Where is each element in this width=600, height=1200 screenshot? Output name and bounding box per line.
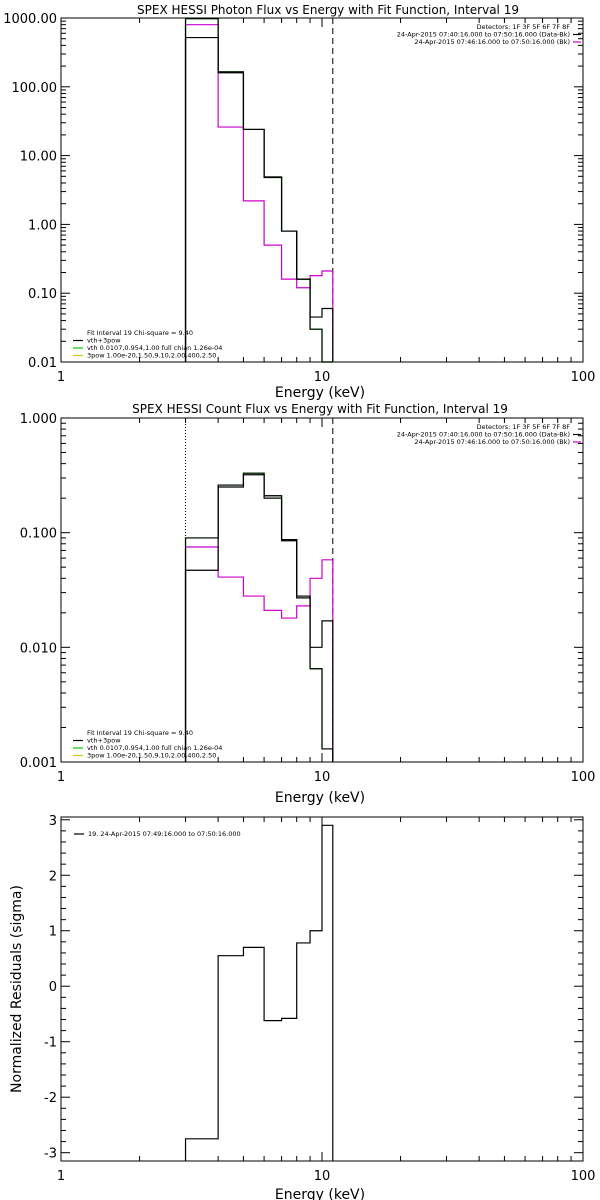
count-flux-panel: SPEX HESSI Count Flux vs Energy with Fit… [20,402,596,806]
y-tick-label: -1 [44,1036,57,1051]
photon-flux-title: SPEX HESSI Photon Flux vs Energy with Fi… [137,3,519,17]
y-tick-label: 1.00 [28,218,57,233]
y-tick-label: 0.01 [28,356,57,371]
y-tick-label: 0.001 [20,756,57,771]
legend-text: 24-Apr-2015 07:46:16.000 to 07:50:16.000… [414,438,570,446]
x-tick-label: 10 [314,370,331,385]
legend-text: vth+3pow [87,337,121,345]
photon-flux-ticks [60,18,583,363]
residuals-x-axis-label: Energy (keV) [275,1187,365,1200]
photon-flux-legend-bottom-left: Fit Interval 19 Chi-square = 9.40vth+3po… [73,329,222,360]
count-flux-title: SPEX HESSI Count Flux vs Energy with Fit… [132,402,508,416]
y-tick-label: 0 [49,980,57,995]
photon-flux-legend-top-right: Detectors: 1F 3F 5F 6F 7F 8F24-Apr-2015 … [397,23,581,46]
legend-text: 3pow 1.00e-20,1.50,9.10,2.00,400,2.50 [87,752,216,760]
x-tick-label: 100 [571,370,596,385]
y-tick-label: 10.00 [20,150,57,165]
count-flux-legend-top-right: Detectors: 1F 3F 5F 6F 7F 8F24-Apr-2015 … [397,423,581,446]
legend-text: Detectors: 1F 3F 5F 6F 7F 8F [476,23,570,31]
series-vth-3pow [184,18,333,363]
series-19-24-apr-2015-07-49-16-000-to-07-50-16-000 [184,824,334,1161]
series-vth-3pow [184,472,334,762]
residuals-y-axis-label: Normalized Residuals (sigma) [9,885,25,1093]
legend-text: 3pow 1.00e-20,1.50,9.10,2.00,400,2.50 [87,352,216,360]
y-tick-label: 0.100 [20,527,57,542]
series-bk [184,546,334,762]
y-tick-label: 100.00 [12,81,58,96]
photon-flux-series [184,18,334,363]
legend-text: 19. 24-Apr-2015 07:49:16.000 to 07:50:16… [88,830,241,838]
series-bk [184,24,334,362]
legend-text: 24-Apr-2015 07:40:16.000 to 07:50:16.000… [397,431,570,439]
y-tick-label: -2 [44,1091,57,1106]
legend-text: Fit Interval 19 Chi-square = 9.40 [87,729,193,737]
legend-text: 24-Apr-2015 07:40:16.000 to 07:50:16.000… [397,31,570,39]
y-tick-label: 1 [49,925,57,940]
count-flux-x-tick-labels: 1 10 100 [57,770,596,785]
y-tick-label: 2 [49,869,57,884]
count-flux-ticks [60,418,583,763]
y-tick-label: 0.10 [28,287,57,302]
count-flux-legend-bottom-left: Fit Interval 19 Chi-square = 9.40vth+3po… [73,729,222,760]
residuals-y-tick-labels: 3 2 1 0 -1 -2 -3 [44,814,57,1162]
x-tick-label: 100 [571,1169,596,1184]
residuals-series [184,824,334,1161]
residuals-legend-top-left: 19. 24-Apr-2015 07:49:16.000 to 07:50:16… [74,830,241,838]
legend-text: Detectors: 1F 3F 5F 6F 7F 8F [476,423,570,431]
y-tick-label: 1.000 [20,412,57,427]
photon-flux-x-axis-label: Energy (keV) [275,385,365,401]
y-tick-label: 1000.00 [3,12,57,27]
x-tick-label: 10 [314,770,331,785]
photon-flux-x-tick-labels: 1 10 100 [57,370,596,385]
photon-flux-y-tick-labels: 1000.00 100.00 10.00 1.00 0.10 0.01 [3,12,57,371]
y-tick-label: 0.010 [20,641,57,656]
legend-text: vth 0.0107,0.954,1.00 full chian 1.26e-0… [87,344,222,352]
x-tick-label: 10 [314,1169,331,1184]
y-tick-label: 3 [49,814,57,829]
x-tick-label: 1 [57,370,65,385]
x-tick-label: 1 [57,1169,65,1184]
count-flux-y-tick-labels: 1.000 0.100 0.010 0.001 [20,412,57,771]
photon-flux-panel: SPEX HESSI Photon Flux vs Energy with Fi… [3,3,595,401]
x-tick-label: 100 [571,770,596,785]
y-tick-label: -3 [44,1147,57,1162]
legend-text: 24-Apr-2015 07:46:16.000 to 07:50:16.000… [414,38,570,46]
count-flux-x-axis-label: Energy (keV) [275,790,365,806]
x-tick-label: 1 [57,770,65,785]
legend-text: vth+3pow [87,737,121,745]
residuals-x-tick-labels: 1 10 100 [57,1169,596,1184]
count-flux-series [184,472,334,762]
legend-text: Fit Interval 19 Chi-square = 9.40 [87,329,193,337]
legend-text: vth 0.0107,0.954,1.00 full chian 1.26e-0… [87,744,222,752]
